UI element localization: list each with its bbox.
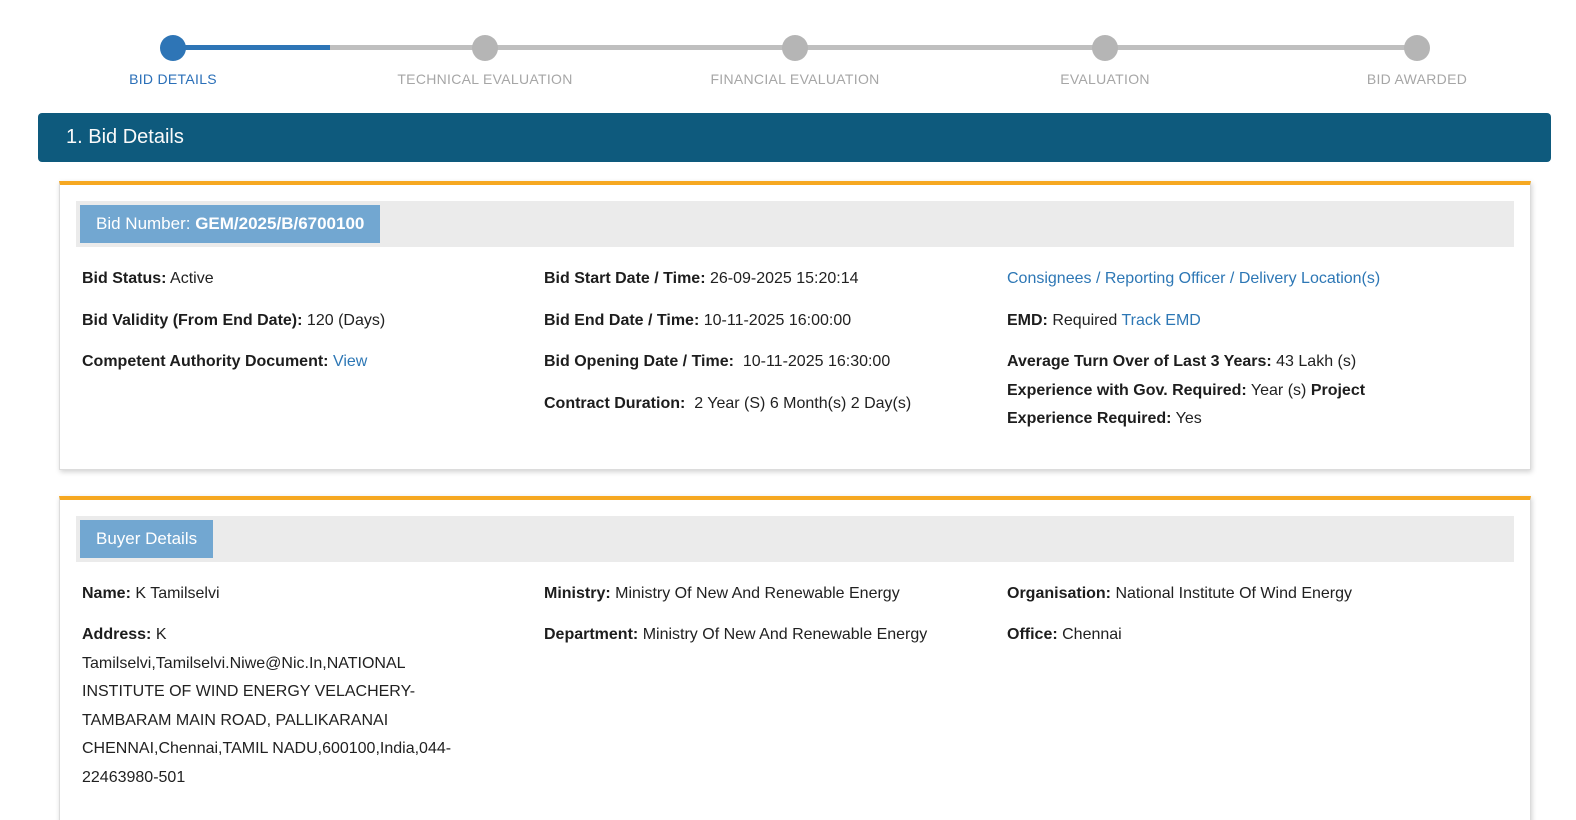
- competent-authority-field: Competent Authority Document: View: [82, 353, 368, 370]
- buyer-organisation-field: Organisation: National Institute Of Wind…: [1007, 584, 1353, 602]
- step-dot-icon: [472, 35, 498, 61]
- buyer-card-column-3: Organisation: National Institute Of Wind…: [1007, 580, 1510, 806]
- contract-duration-field: Contract Duration: 2 Year (S) 6 Month(s)…: [544, 394, 912, 412]
- bid-card-column-3: Consignees / Reporting Officer / Deliver…: [1007, 265, 1510, 447]
- consignees-field: Consignees / Reporting Officer / Deliver…: [1007, 265, 1444, 294]
- bid-number-value: GEM/2025/B/6700100: [195, 214, 365, 233]
- step-dot-icon: [782, 35, 808, 61]
- bid-number-strip: Bid Number: GEM/2025/B/6700100: [76, 201, 1514, 247]
- bid-progress-stepper: BID DETAILS TECHNICAL EVALUATION FINANCI…: [0, 0, 1576, 100]
- step-label: TECHNICAL EVALUATION: [397, 71, 573, 87]
- buyer-details-strip: Buyer Details: [76, 515, 1514, 562]
- stepper-step-bid-awarded: BID AWARDED: [1247, 35, 1576, 87]
- buyer-card-column-1: Name: K Tamilselvi Address: K Tamilselvi…: [82, 580, 544, 806]
- bid-validity-field: Bid Validity (From End Date): 120 (Days): [82, 311, 386, 329]
- stepper-step-bid-details: BID DETAILS: [3, 35, 343, 87]
- stepper-track-progress: [173, 45, 330, 50]
- section-header-bar: 1. Bid Details: [38, 113, 1551, 162]
- stepper-step-technical-evaluation: TECHNICAL EVALUATION: [315, 35, 655, 87]
- step-label: BID AWARDED: [1366, 71, 1468, 87]
- buyer-card-column-2: Ministry: Ministry Of New And Renewable …: [544, 580, 1007, 806]
- step-dot-icon: [160, 35, 186, 61]
- track-emd-link[interactable]: Track EMD: [1121, 311, 1201, 329]
- view-document-link[interactable]: View: [332, 353, 368, 370]
- stepper-step-financial-evaluation: FINANCIAL EVALUATION: [625, 35, 965, 87]
- bid-opening-field: Bid Opening Date / Time: 10-11-2025 16:3…: [544, 353, 891, 370]
- consignees-link[interactable]: Consignees / Reporting Officer / Deliver…: [1007, 270, 1381, 287]
- buyer-address-field: Address: K Tamilselvi,Tamilselvi.Niwe@Ni…: [82, 626, 452, 786]
- bid-card-column-2: Bid Start Date / Time: 26-09-2025 15:20:…: [544, 265, 1007, 447]
- bid-details-card: Bid Number: GEM/2025/B/6700100 Bid Statu…: [59, 181, 1531, 470]
- buyer-office-field: Office: Chennai: [1007, 626, 1122, 643]
- bid-status-field: Bid Status: Active: [82, 270, 214, 287]
- step-label: FINANCIAL EVALUATION: [710, 71, 880, 87]
- bid-number-label: Bid Number:: [96, 214, 196, 233]
- buyer-department-field: Department: Ministry Of New And Renewabl…: [544, 626, 928, 643]
- bid-card-column-1: Bid Status: Active Bid Validity (From En…: [82, 265, 544, 447]
- bid-end-field: Bid End Date / Time: 10-11-2025 16:00:00: [544, 311, 852, 329]
- step-dot-icon: [1092, 35, 1118, 61]
- buyer-ministry-field: Ministry: Ministry Of New And Renewable …: [544, 584, 900, 602]
- bid-start-field: Bid Start Date / Time: 26-09-2025 15:20:…: [544, 270, 859, 287]
- stepper-step-evaluation: EVALUATION: [935, 35, 1275, 87]
- buyer-details-badge: Buyer Details: [80, 519, 214, 558]
- buyer-name-field: Name: K Tamilselvi: [82, 584, 220, 602]
- step-label: EVALUATION: [1060, 71, 1150, 87]
- step-label: BID DETAILS: [129, 71, 217, 87]
- eligibility-field: Average Turn Over of Last 3 Years: 43 La…: [1007, 353, 1366, 427]
- page-title: 1. Bid Details: [66, 126, 184, 148]
- step-dot-icon: [1404, 35, 1430, 61]
- emd-field: EMD: Required Track EMD: [1007, 311, 1201, 329]
- buyer-details-card: Buyer Details Name: K Tamilselvi Address…: [59, 495, 1531, 820]
- bid-number-badge: Bid Number: GEM/2025/B/6700100: [80, 205, 381, 243]
